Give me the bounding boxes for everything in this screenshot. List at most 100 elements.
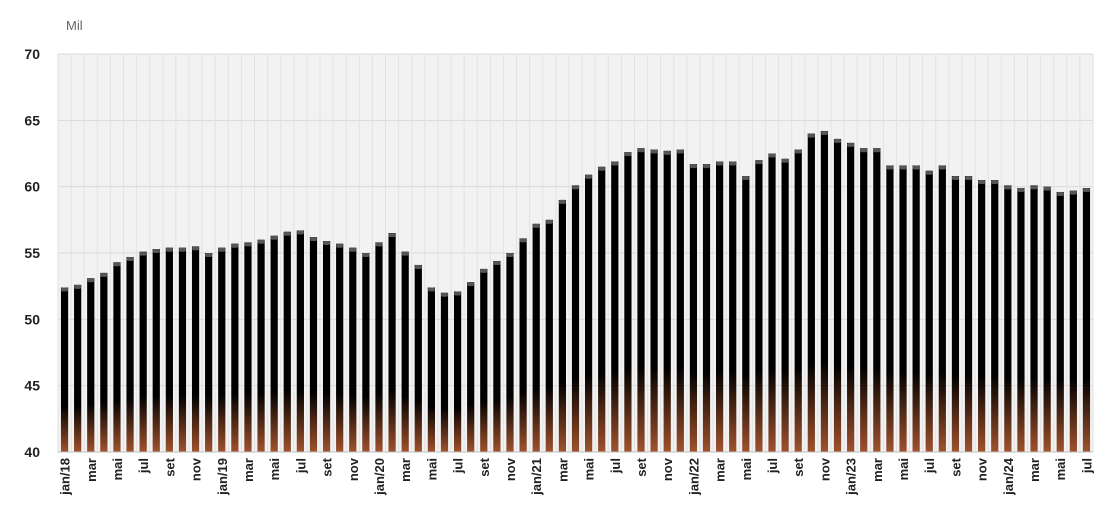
- x-tick-label: nov: [189, 457, 204, 481]
- bar-abr-20: [414, 264, 422, 452]
- bar-cap: [1017, 187, 1025, 192]
- bar-cap: [598, 166, 606, 171]
- bar-cap: [519, 238, 527, 243]
- y-tick-label: 60: [24, 179, 40, 195]
- x-tick-label: mai: [739, 458, 754, 480]
- bar-dez-23: [991, 180, 999, 453]
- bar-cap: [453, 291, 462, 296]
- bar-mar-23: [873, 148, 881, 452]
- bar-cap: [506, 253, 514, 257]
- x-tick-label: jan/22: [686, 458, 701, 496]
- bar-cap: [493, 260, 501, 265]
- bar-set-23: [951, 176, 960, 452]
- bar-cap: [873, 148, 881, 153]
- x-tick-label: nov: [346, 457, 361, 481]
- bar-cap: [336, 243, 344, 248]
- bar-cap: [480, 268, 488, 273]
- bar-dez-21: [676, 149, 684, 452]
- bar-set-22: [794, 149, 802, 452]
- bar-cap: [74, 284, 82, 289]
- x-tick-label: mai: [110, 458, 125, 480]
- bar-ago-22: [781, 158, 789, 452]
- bar-cap: [87, 278, 95, 283]
- bar-jun-19: [283, 231, 291, 452]
- bar-cap: [414, 264, 422, 269]
- bar-jun-18: [126, 256, 134, 452]
- bar-cap: [716, 161, 724, 166]
- bar-cap: [637, 148, 645, 153]
- bar-cap: [388, 233, 396, 238]
- bar-cap: [126, 256, 134, 261]
- bar-dez-18: [205, 253, 213, 452]
- x-tick-label: mar: [555, 458, 570, 482]
- bar-ago-20: [467, 282, 475, 452]
- bar-cap: [951, 176, 960, 181]
- bar-cap: [349, 247, 357, 252]
- bar-dez-19: [362, 253, 370, 452]
- bar-fev-24: [1017, 187, 1025, 452]
- bar-cap: [702, 164, 711, 169]
- bars: [60, 130, 1091, 453]
- bar-cap: [244, 242, 252, 247]
- bar-jul-24: [1082, 187, 1091, 452]
- x-tick-label: mai: [267, 458, 282, 480]
- bar-abr-22: [729, 161, 737, 452]
- bar-ago-23: [938, 165, 946, 452]
- bar-cap: [1043, 186, 1051, 191]
- bar-cap: [729, 161, 737, 166]
- bar-cap: [571, 185, 580, 190]
- bar-cap: [624, 152, 632, 157]
- bar-jul-21: [611, 161, 619, 452]
- bar-jan-20: [375, 242, 383, 452]
- x-tick-label: mar: [1027, 458, 1042, 482]
- x-axis-ticks: jan/18 mar mai jul set nov jan/19 mar mai jul set n…: [58, 457, 1095, 496]
- bar-jul-23: [925, 170, 933, 452]
- bar-cap: [427, 287, 435, 292]
- x-tick-label: jul: [136, 458, 151, 474]
- bar-mai-20: [427, 287, 435, 452]
- bar-cap: [231, 243, 239, 248]
- bar-nov-20: [506, 253, 514, 452]
- bar-cap: [558, 199, 567, 204]
- bar-jul-18: [139, 251, 147, 452]
- bar-jun-22: [755, 160, 763, 452]
- x-tick-label: mai: [1053, 458, 1068, 480]
- bar-ago-18: [152, 249, 160, 452]
- x-tick-label: set: [634, 457, 649, 476]
- bar-cap: [807, 133, 815, 138]
- bar-cap: [362, 253, 370, 257]
- x-tick-label: set: [948, 457, 963, 476]
- bar-nov-21: [663, 150, 671, 452]
- bar-dez-22: [833, 138, 842, 452]
- bar-set-18: [165, 247, 173, 452]
- x-tick-label: set: [320, 457, 335, 476]
- x-tick-label: nov: [660, 457, 675, 481]
- bar-cap: [794, 149, 802, 154]
- bar-cap: [899, 165, 907, 170]
- bar-jan-19: [218, 247, 226, 452]
- bar-fev-21: [545, 219, 553, 452]
- bar-jun-20: [440, 292, 449, 452]
- bar-cap: [847, 142, 855, 147]
- bar-mai-24: [1056, 191, 1064, 452]
- bar-nov-22: [820, 130, 829, 453]
- bar-mai-21: [584, 174, 593, 452]
- bar-cap: [663, 150, 671, 155]
- y-tick-label: 45: [24, 378, 40, 394]
- bar-cap: [309, 237, 318, 242]
- bar-out-21: [650, 149, 658, 452]
- bar-cap: [296, 230, 304, 235]
- bar-ago-21: [624, 152, 632, 452]
- bar-cap: [545, 219, 553, 224]
- bar-cap: [820, 130, 829, 135]
- bar-cap: [781, 158, 789, 163]
- bar-cap: [283, 231, 291, 236]
- x-tick-label: mar: [241, 458, 256, 482]
- x-tick-label: mai: [582, 458, 597, 480]
- bar-cap: [1004, 185, 1012, 190]
- bar-abr-23: [886, 165, 894, 452]
- bar-out-22: [807, 133, 815, 452]
- x-tick-label: nov: [503, 457, 518, 481]
- bar-cap: [100, 272, 108, 277]
- x-tick-label: jul: [608, 458, 623, 474]
